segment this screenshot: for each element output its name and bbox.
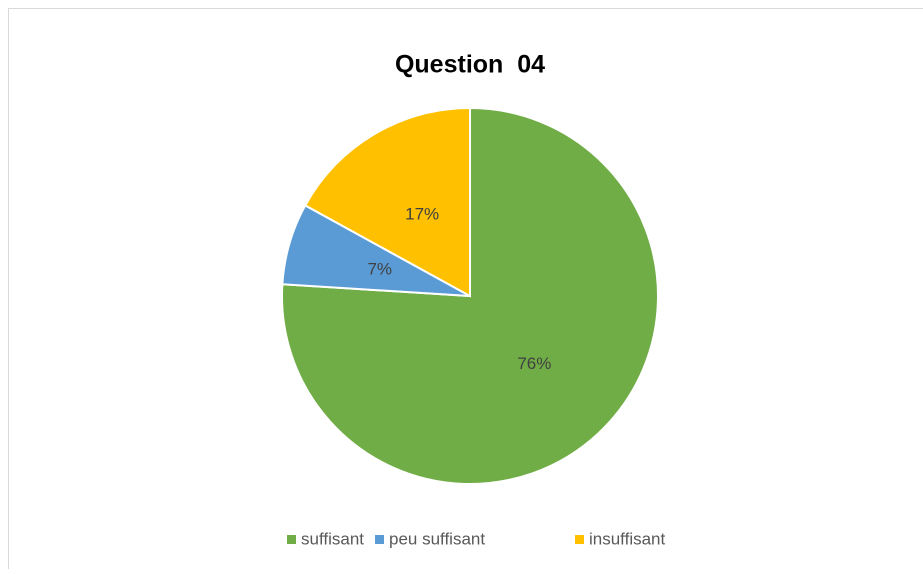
- legend-label: peu suffisant: [389, 529, 485, 548]
- chart-title: Question 04: [395, 51, 545, 79]
- legend-swatch: [575, 535, 584, 544]
- legend-label: insuffisant: [589, 529, 666, 548]
- data-label: 76%: [517, 354, 551, 373]
- data-label: 7%: [367, 259, 392, 278]
- legend-swatch: [287, 535, 296, 544]
- legend-swatch: [375, 535, 384, 544]
- legend-label: suffisant: [301, 529, 364, 548]
- data-label: 17%: [405, 205, 439, 224]
